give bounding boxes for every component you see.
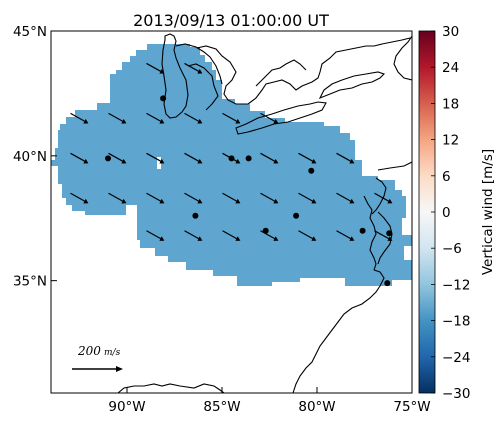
colorbar-tick-label: 30 — [442, 24, 459, 40]
lake-superior-shore — [175, 43, 223, 85]
wind-arrow — [108, 152, 127, 164]
wind-arrow — [146, 192, 165, 204]
lake-nipissing-shore — [255, 59, 307, 87]
reference-arrow: 200 m/s — [72, 344, 123, 372]
gulf-coast — [117, 383, 225, 393]
colorbar-tick-label: 24 — [442, 60, 459, 76]
lower-michigan — [187, 63, 219, 111]
y-tick-label: 40°N — [13, 149, 47, 165]
wind-arrow — [298, 230, 317, 241]
wind-arrow — [70, 192, 89, 204]
wind-arrow — [184, 192, 203, 204]
nc-coast — [292, 269, 385, 393]
lake-erie — [235, 101, 327, 135]
colorbar-ticks: 30 24 18 12 6 0 −6 −12 −18 −24 −30 — [431, 24, 471, 402]
wind-arrow — [108, 112, 127, 124]
wind-arrow — [374, 192, 393, 204]
wind-arrow — [146, 152, 165, 164]
colorbar-tick-label: −18 — [442, 314, 471, 330]
map-panel: 200 m/s 90°W 85°W 80°W 75°W 45°N 40°N 35°N — [13, 24, 431, 415]
x-tick-label: 85°W — [203, 399, 240, 415]
colorbar-tick-label: 0 — [442, 205, 451, 221]
station-markers — [105, 95, 393, 287]
wind-arrow — [222, 230, 241, 241]
wind-arrow — [184, 112, 203, 124]
wind-arrow — [260, 152, 279, 164]
wind-arrow — [260, 230, 279, 241]
wind-arrow — [146, 230, 165, 241]
lake-michigan — [161, 33, 189, 119]
x-tick-label: 75°W — [393, 399, 430, 415]
wind-arrow — [70, 152, 89, 164]
wind-arrow — [184, 152, 203, 164]
wind-arrow — [298, 152, 317, 164]
colorbar-tick-label: −12 — [442, 277, 471, 293]
long-island — [377, 161, 412, 171]
wind-arrow — [260, 192, 279, 204]
wind-arrow — [222, 192, 241, 204]
wind-arrow — [70, 112, 89, 124]
wind-arrow — [222, 112, 241, 124]
wind-arrow — [184, 230, 203, 241]
colorbar: 30 24 18 12 6 0 −6 −12 −18 −24 −30 Vertical wind [… — [418, 24, 496, 402]
field-gap — [157, 157, 161, 169]
plot-title: 2013/09/13 01:00:00 UT — [133, 11, 329, 30]
axis-ticks: 90°W 85°W 80°W 75°W 45°N 40°N 35°N — [13, 24, 431, 415]
new-jersey-coast — [371, 177, 387, 215]
station-marker — [262, 227, 269, 234]
x-tick-label: 80°W — [298, 399, 335, 415]
reference-arrow-value: 200 — [77, 344, 101, 358]
vertical-wind-field — [51, 44, 412, 286]
station-marker — [384, 280, 391, 287]
map-frame — [50, 30, 413, 394]
station-marker — [105, 155, 111, 162]
station-marker — [192, 212, 199, 219]
station-marker — [293, 212, 300, 219]
wind-arrow — [146, 62, 165, 74]
station-marker — [308, 167, 315, 174]
wind-arrow — [184, 62, 203, 74]
colorbar-tick-label: −24 — [442, 350, 471, 366]
wind-arrow — [298, 192, 317, 204]
x-tick-label: 90°W — [108, 399, 145, 415]
colorbar-tick-label: −30 — [442, 386, 471, 402]
colorbar-tick-label: 12 — [442, 133, 459, 149]
station-marker — [359, 227, 366, 234]
colorbar-tick-label: 6 — [442, 169, 451, 185]
vertical-wind-region — [51, 44, 412, 286]
wind-arrow — [336, 152, 355, 164]
reference-arrow-units: m/s — [104, 348, 121, 358]
wind-arrow — [146, 112, 165, 124]
colorbar-tick-label: −6 — [442, 241, 462, 257]
station-marker — [160, 95, 167, 102]
lake-ontario — [318, 71, 386, 100]
chesapeake-bay — [363, 195, 377, 271]
wind-arrow — [336, 192, 355, 204]
wind-vectors — [70, 62, 393, 241]
wind-arrow — [374, 230, 393, 241]
station-marker — [245, 155, 252, 162]
station-marker — [386, 230, 393, 237]
colorbar-label: Vertical wind [m/s] — [480, 149, 496, 275]
colorbar-tick-label: 18 — [442, 96, 459, 112]
wind-arrow — [336, 230, 355, 241]
atlantic-coast — [393, 35, 412, 81]
station-marker — [228, 155, 235, 162]
y-tick-label: 35°N — [13, 274, 47, 290]
wind-arrow — [260, 112, 279, 124]
georgian-bay — [247, 37, 411, 105]
wind-arrow — [108, 192, 127, 204]
y-tick-label: 45°N — [13, 24, 47, 40]
lake-huron — [196, 45, 248, 105]
